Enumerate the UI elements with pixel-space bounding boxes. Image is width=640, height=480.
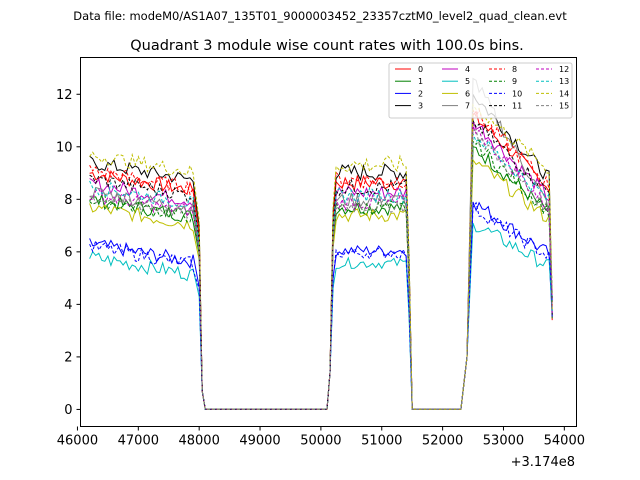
x-tick-label: 46000: [57, 434, 98, 449]
x-axis: 46000 47000 48000 49000 50000 51000 52000 53000…: [57, 426, 585, 449]
legend-label-11: 11: [512, 102, 522, 111]
legend-label-5: 5: [465, 77, 470, 86]
series-line-5: [89, 222, 553, 410]
legend-label-7: 7: [465, 102, 470, 111]
series-line-12: [89, 125, 553, 410]
y-tick-label: 2: [64, 350, 72, 365]
series-line-10: [89, 201, 553, 410]
legend-label-14: 14: [559, 89, 569, 98]
x-tick-label: 47000: [118, 434, 159, 449]
series-line-3: [89, 94, 553, 410]
series-line-9: [89, 138, 553, 410]
series-line-7: [89, 77, 553, 410]
legend-label-6: 6: [465, 89, 470, 98]
y-axis: 0 2 4 6 8 10 12: [56, 88, 81, 418]
legend-label-10: 10: [512, 89, 522, 98]
series-line-15: [89, 129, 553, 410]
x-tick-label: 52000: [422, 434, 463, 449]
chart-title: Quadrant 3 module wise count rates with …: [130, 38, 524, 54]
series-line-11: [89, 120, 553, 410]
series-line-2: [89, 201, 553, 410]
y-tick-label: 0: [64, 403, 72, 418]
series-line-6: [89, 158, 553, 410]
x-tick-label: 48000: [178, 434, 219, 449]
plot-frame: [80, 57, 577, 427]
y-tick-label: 4: [64, 298, 72, 313]
x-tick-label: 53000: [483, 434, 524, 449]
series-line-8: [89, 107, 553, 410]
plot-area: [89, 77, 553, 410]
series-line-4: [89, 120, 553, 410]
series-line-14: [89, 103, 553, 410]
x-offset-label: +3.174e8: [511, 455, 575, 470]
legend-label-13: 13: [559, 77, 569, 86]
y-tick-label: 6: [64, 245, 72, 260]
legend-label-12: 12: [559, 65, 569, 74]
x-tick-label: 51000: [361, 434, 402, 449]
series-line-0: [89, 110, 553, 410]
x-tick-label: 54000: [544, 434, 585, 449]
legend-box: [388, 62, 573, 119]
legend-label-4: 4: [465, 65, 470, 74]
y-tick-label: 12: [56, 88, 73, 103]
x-tick-label: 49000: [239, 434, 280, 449]
legend-label-1: 1: [418, 77, 423, 86]
legend-label-2: 2: [418, 89, 423, 98]
legend-label-9: 9: [512, 77, 517, 86]
chart-supertitle: Data file: modeM0/AS1A07_135T01_90000034…: [73, 9, 567, 23]
series-line-1: [89, 146, 553, 410]
x-tick-label: 50000: [300, 434, 341, 449]
legend-label-3: 3: [418, 102, 423, 111]
y-tick-label: 10: [56, 140, 73, 155]
y-tick-label: 8: [64, 193, 72, 208]
legend-label-0: 0: [418, 65, 423, 74]
legend-label-8: 8: [512, 65, 517, 74]
legend-label-15: 15: [559, 102, 569, 111]
